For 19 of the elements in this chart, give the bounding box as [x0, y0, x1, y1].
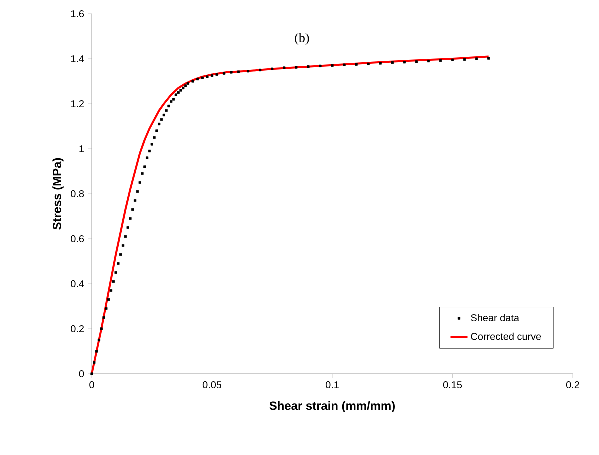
legend-label: Corrected curve	[471, 332, 542, 340]
y-tick-label: 1.4	[71, 56, 84, 62]
y-tick-label: 1.2	[71, 100, 84, 108]
y-tick-label: 0.2	[71, 325, 84, 333]
x-tick-label: 0.05	[202, 382, 222, 389]
x-tick-label: 0	[90, 382, 94, 389]
x-tick-label: 0.1	[326, 382, 339, 389]
y-tick-label: 0	[79, 370, 84, 378]
y-tick-label: 1.6	[71, 10, 84, 18]
x-tick-label: 0.15	[443, 382, 462, 389]
y-tick-label: 0.6	[71, 235, 84, 243]
y-tick-label: 1	[80, 146, 84, 152]
x-axis-title: Shear strain (mm/mm)	[270, 401, 396, 413]
x-tick-label: 0.2	[566, 382, 580, 389]
y-tick-label: 0.4	[71, 280, 84, 288]
y-axis-title: Stress (MPa)	[52, 158, 64, 230]
annotation: (b)	[295, 33, 310, 46]
legend-label: Shear data	[471, 314, 520, 322]
y-tick-label: 0.8	[71, 190, 84, 198]
